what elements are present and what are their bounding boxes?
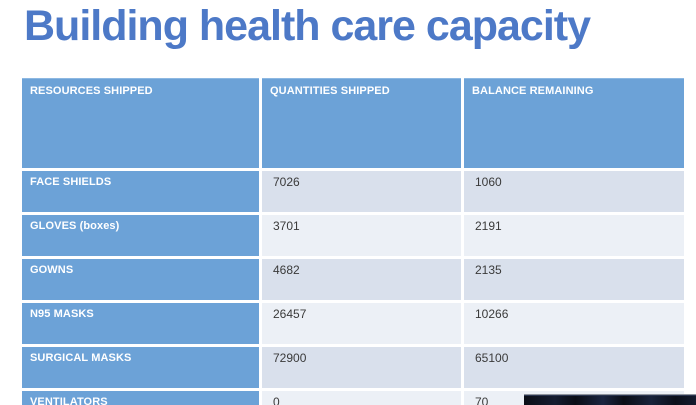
column-header-resources-shipped: RESOURCES SHIPPED [22, 78, 259, 168]
table-row: FACE SHIELDS 7026 1060 [22, 171, 684, 212]
table-row: N95 MASKS 26457 10266 [22, 303, 684, 344]
table-row: GLOVES (boxes) 3701 2191 [22, 215, 684, 256]
quantity-shipped-value: 3701 [262, 215, 461, 256]
column-header-balance-remaining: BALANCE REMAINING [464, 78, 684, 168]
row-label-n95-masks: N95 MASKS [22, 303, 259, 344]
balance-remaining-value: 1060 [464, 171, 684, 212]
balance-remaining-value: 2191 [464, 215, 684, 256]
row-label-surgical-masks: SURGICAL MASKS [22, 347, 259, 388]
table-row: SURGICAL MASKS 72900 65100 [22, 347, 684, 388]
quantity-shipped-value: 0 [262, 391, 461, 405]
table-row: GOWNS 4682 2135 [22, 259, 684, 300]
page-title: Building health care capacity [24, 2, 591, 50]
resources-table: RESOURCES SHIPPED QUANTITIES SHIPPED BAL… [22, 78, 684, 405]
balance-remaining-value: 10266 [464, 303, 684, 344]
column-header-quantities-shipped: QUANTITIES SHIPPED [262, 78, 461, 168]
balance-remaining-value: 65100 [464, 347, 684, 388]
video-strip-overlay [524, 394, 696, 405]
row-label-ventilators: VENTILATORS [22, 391, 259, 405]
table-header-row: RESOURCES SHIPPED QUANTITIES SHIPPED BAL… [22, 78, 684, 168]
quantity-shipped-value: 26457 [262, 303, 461, 344]
balance-remaining-value: 2135 [464, 259, 684, 300]
row-label-face-shields: FACE SHIELDS [22, 171, 259, 212]
quantity-shipped-value: 4682 [262, 259, 461, 300]
row-label-gloves: GLOVES (boxes) [22, 215, 259, 256]
quantity-shipped-value: 7026 [262, 171, 461, 212]
row-label-gowns: GOWNS [22, 259, 259, 300]
quantity-shipped-value: 72900 [262, 347, 461, 388]
